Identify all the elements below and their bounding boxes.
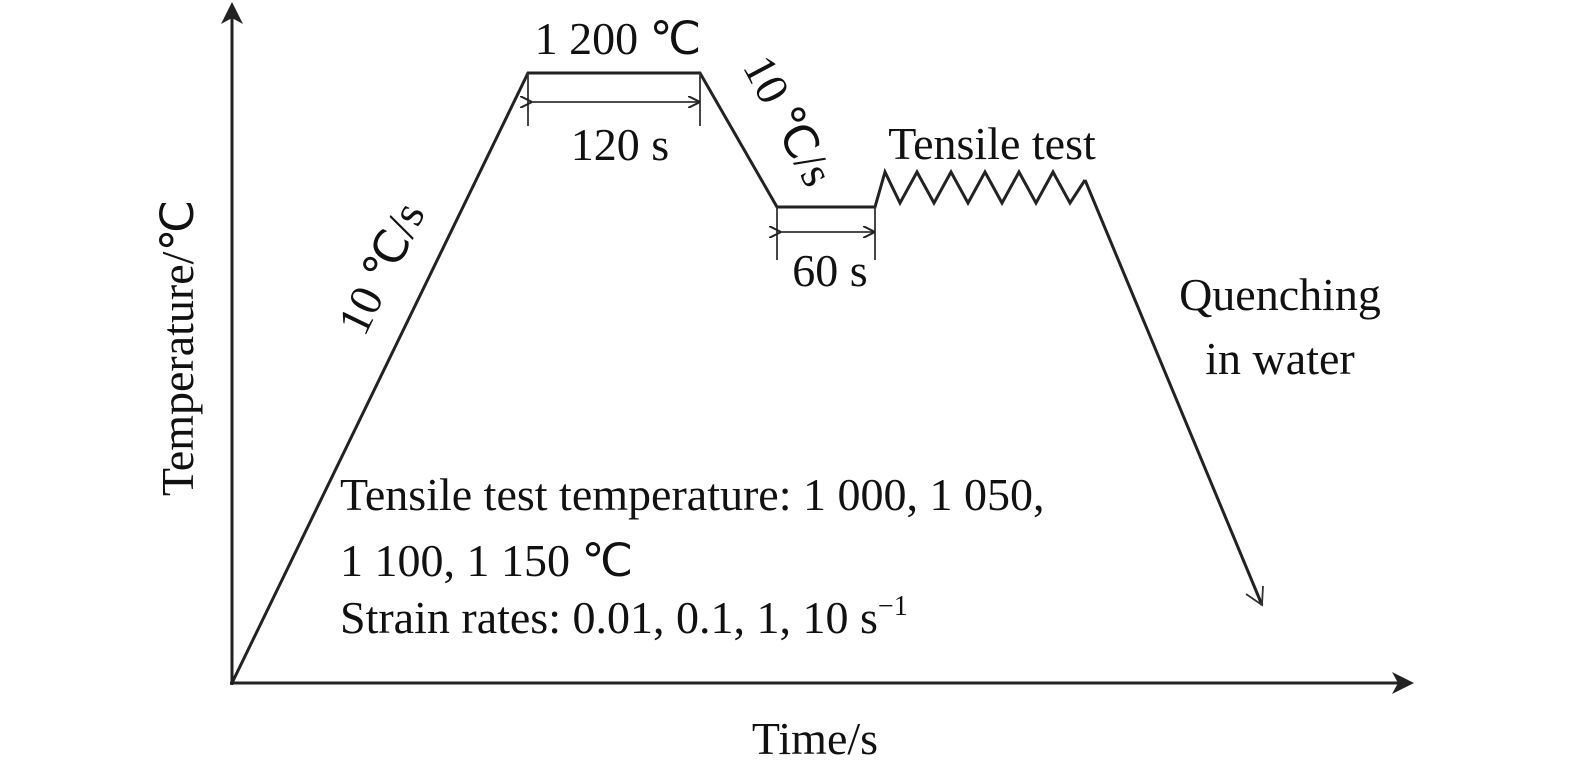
- quench-arrow: [1245, 585, 1264, 607]
- quench-label: in water: [1205, 333, 1354, 384]
- quench-label: Quenching: [1179, 269, 1381, 320]
- schedule-line: [230, 71, 1087, 684]
- quench-line: [1083, 179, 1264, 606]
- note-superscript: −1: [878, 591, 908, 622]
- heating-rate: 10 ℃/s: [327, 194, 434, 342]
- x-axis-label: Time/s: [752, 713, 878, 764]
- note: Tensile test temperature: 1 000, 1 050,: [340, 469, 1045, 520]
- cooling-rate: 10 ℃/s: [733, 47, 844, 194]
- tensile-label: Tensile test: [888, 118, 1096, 169]
- peak-temperature: 1 200 ℃: [535, 13, 702, 64]
- y-axis-label: Temperature/℃: [152, 200, 203, 496]
- hold-time: 120 s: [571, 119, 669, 170]
- note-text: Strain rates: 0.01, 0.1, 1, 10 s: [340, 592, 878, 643]
- note: 1 100, 1 150 ℃: [340, 535, 633, 586]
- hold-time: 60 s: [792, 245, 867, 296]
- note: Strain rates: 0.01, 0.1, 1, 10 s−1: [340, 591, 908, 643]
